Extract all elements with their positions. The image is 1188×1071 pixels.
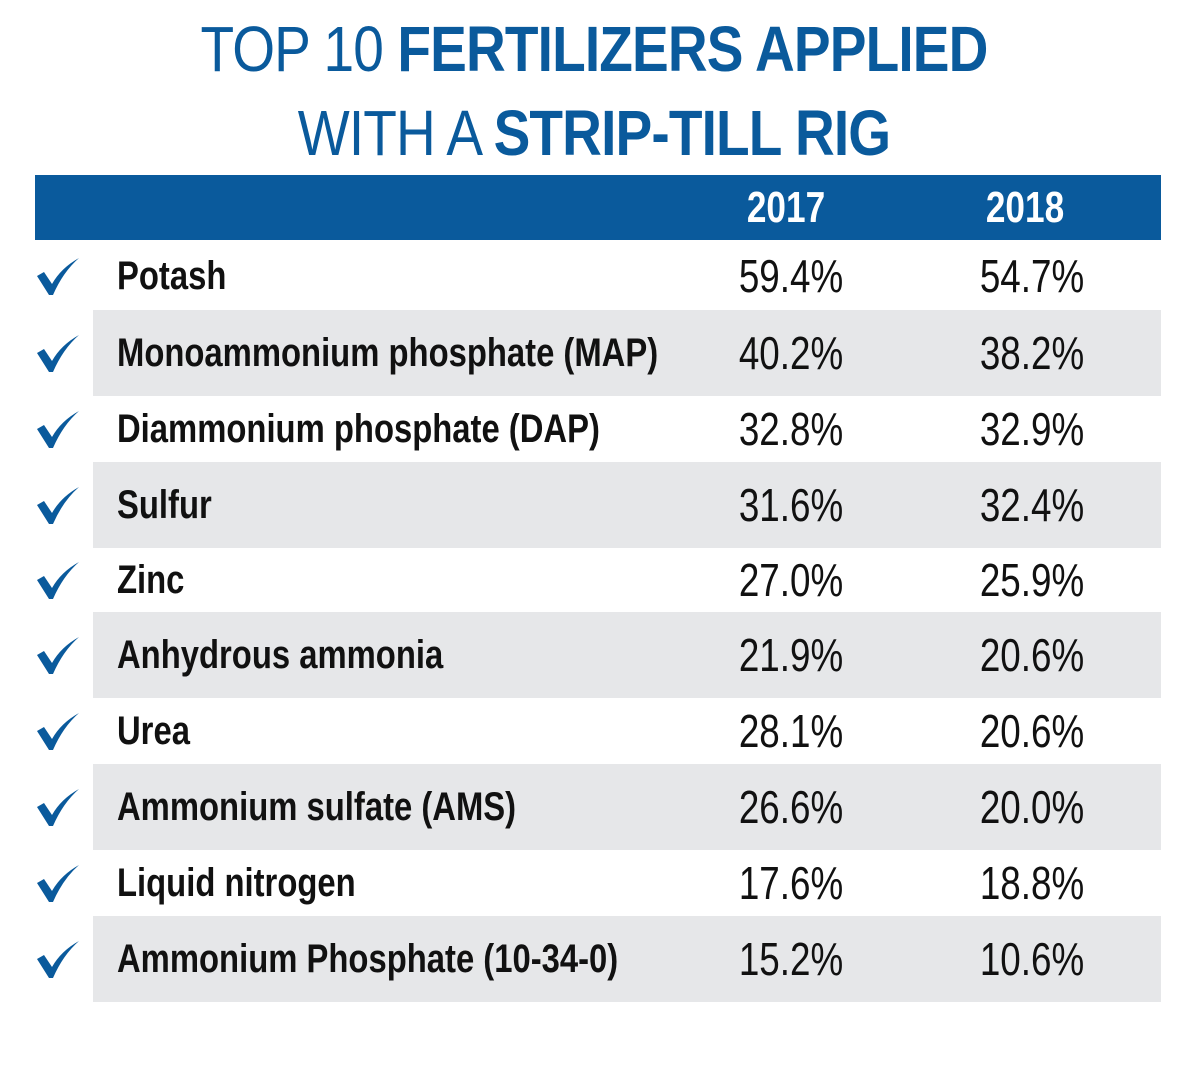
value-2017: 59.4%	[738, 250, 844, 302]
row-background	[93, 310, 1161, 396]
checkmark-icon	[37, 562, 79, 599]
fertilizer-name: Anhydrous ammonia	[117, 632, 444, 677]
table-row: Diammonium phosphate (DAP) 32.8% 32.9%	[0, 396, 1188, 462]
value-2018: 32.4%	[979, 479, 1085, 531]
row-background	[93, 764, 1161, 850]
row-background	[93, 916, 1161, 1002]
fertilizer-name: Urea	[117, 708, 190, 753]
checkmark-icon	[37, 713, 79, 750]
value-2018: 20.6%	[979, 629, 1085, 681]
fertilizer-name: Monoammonium phosphate (MAP)	[117, 330, 659, 375]
fertilizer-name: Liquid nitrogen	[117, 860, 356, 905]
fertilizer-name: Ammonium Phosphate (10-34-0)	[117, 936, 619, 981]
checkmark-icon	[37, 487, 79, 524]
column-header-2017: 2017	[746, 183, 826, 232]
value-2017: 21.9%	[738, 629, 844, 681]
fertilizer-name: Zinc	[117, 557, 185, 602]
table-row: Potash 59.4% 54.7%	[0, 242, 1188, 310]
value-2017: 17.6%	[738, 857, 844, 909]
value-2017: 31.6%	[738, 479, 844, 531]
value-2018: 10.6%	[979, 933, 1085, 985]
fertilizer-name: Ammonium sulfate (AMS)	[117, 784, 517, 829]
value-2018: 38.2%	[979, 327, 1085, 379]
title-line-1-light: TOP 10	[200, 13, 398, 85]
fertilizer-name: Potash	[117, 253, 227, 298]
title-line-2-light: WITH A	[297, 97, 494, 169]
checkmark-icon	[37, 865, 79, 902]
chart-title-line-1: TOP 10 FERTILIZERS APPLIED	[83, 14, 1105, 84]
value-2018: 18.8%	[979, 857, 1085, 909]
title-line-2-bold: STRIP-TILL RIG	[493, 97, 892, 169]
checkmark-icon	[37, 637, 79, 674]
column-header-2018: 2018	[985, 183, 1065, 232]
table-row: Ammonium Phosphate (10-34-0) 15.2% 10.6%	[0, 916, 1188, 1002]
chart-title-line-2: WITH A STRIP-TILL RIG	[83, 98, 1105, 168]
row-background	[93, 462, 1161, 548]
table-row: Urea 28.1% 20.6%	[0, 698, 1188, 764]
value-2017: 40.2%	[738, 327, 844, 379]
checkmark-icon	[37, 258, 79, 295]
checkmark-icon	[37, 411, 79, 448]
value-2017: 15.2%	[738, 933, 844, 985]
table-row: Monoammonium phosphate (MAP) 40.2% 38.2%	[0, 310, 1188, 396]
fertilizer-name: Diammonium phosphate (DAP)	[117, 406, 600, 451]
value-2017: 26.6%	[738, 781, 844, 833]
table-row: Zinc 27.0% 25.9%	[0, 548, 1188, 612]
value-2017: 28.1%	[738, 705, 844, 757]
value-2018: 25.9%	[979, 554, 1085, 606]
table-row: Sulfur 31.6% 32.4%	[0, 462, 1188, 548]
row-background	[93, 612, 1161, 698]
table-header-bar: 2017 2018	[35, 175, 1161, 240]
value-2018: 20.0%	[979, 781, 1085, 833]
checkmark-icon	[37, 789, 79, 826]
value-2018: 54.7%	[979, 250, 1085, 302]
table-row: Liquid nitrogen 17.6% 18.8%	[0, 850, 1188, 916]
value-2018: 20.6%	[979, 705, 1085, 757]
checkmark-icon	[37, 941, 79, 978]
table-row: Ammonium sulfate (AMS) 26.6% 20.0%	[0, 764, 1188, 850]
title-line-1-bold: FERTILIZERS APPLIED	[397, 13, 988, 85]
value-2018: 32.9%	[979, 403, 1085, 455]
checkmark-icon	[37, 335, 79, 372]
value-2017: 32.8%	[738, 403, 844, 455]
value-2017: 27.0%	[738, 554, 844, 606]
table-row: Anhydrous ammonia 21.9% 20.6%	[0, 612, 1188, 698]
fertilizer-name: Sulfur	[117, 482, 212, 527]
